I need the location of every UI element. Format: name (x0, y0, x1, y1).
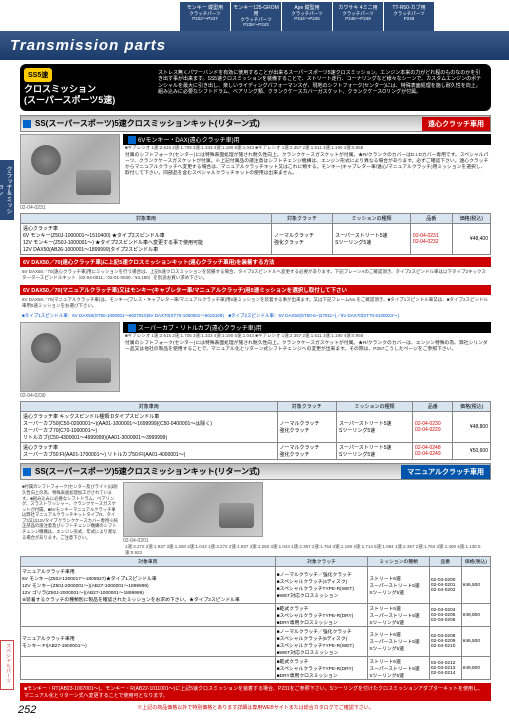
nav-tab[interactable]: TT-R50-カブ用クラッチパーツP249 (384, 2, 434, 31)
hero: SS5速 クロスミッション (スーパースポーツ5速) ストレス無くパワーバンドを… (20, 64, 491, 111)
nav-tab[interactable]: Ape 縦型用クラッチパーツP244〜P245 (282, 2, 332, 31)
hero-badge: SS5速 (24, 68, 52, 82)
page-title: Transmission parts (0, 31, 509, 60)
section2-header: SS(スーパースポーツ)5速クロスミッションキット(リターン式) マニュアルクラ… (20, 463, 491, 480)
nav-tab[interactable]: モンキー125-GROM用クラッチパーツP238〜P243 (231, 2, 281, 31)
kit2-desc: 付属のシフトフォーク(センター)には特殊表面処理が施され耐久性向上。クランクケー… (123, 339, 491, 355)
spindle-info: ■タイプ1スピンドル車：6V DAX50(ST50-1000001〜602791… (22, 313, 399, 318)
kit2-image (20, 322, 120, 392)
kit3-desc: ■付属のシフトフォーク(センター及びライト)は耐久性向上の為、特殊表面処理加工が… (20, 482, 120, 542)
table2: 対象車両対象クラッチミッションの種類品番価格(税込)遠心クラッチ車 キックスピン… (20, 401, 491, 460)
kit1-desc: 付属のシフトフォーク(センター)には特殊表面処理が施され耐久性向上。クランクケー… (123, 151, 491, 180)
top-tabs: モンキー 縦型用クラッチパーツP222〜P237モンキー125-GROM用クラッ… (0, 0, 509, 31)
kit1-image (20, 134, 120, 204)
redbar2: 6V DAX50／70(マニュアルクラッチ車)又はモンキー(キャブレター車/マニ… (20, 285, 491, 295)
content: SS5速 クロスミッション (スーパースポーツ5速) ストレス無くパワーバンドを… (0, 60, 509, 715)
hero-title2: (スーパースポーツ5速) (24, 95, 154, 107)
nav-tab[interactable]: モンキー 縦型用クラッチパーツP222〜P237 (180, 2, 230, 31)
kit3-image (123, 482, 263, 537)
table3: 対象車両対象クラッチミッションの種類品番価格(税込)マニュアルクラッチ車用 6V… (20, 556, 491, 680)
page-number: 252 (18, 704, 36, 716)
side-tab-brand: スペシャルパーツ (0, 640, 14, 690)
note1: 6V DAX50／70(遠心クラッチ車)用にミッションを行う場合は、上記5速クロ… (20, 267, 491, 283)
hero-title1: クロスミッション (24, 84, 154, 96)
table1: 対象車両対象クラッチミッションの種類品番価格(税込)遠心クラッチ車 6V モンキ… (20, 213, 491, 255)
section1-header: SS(スーパースポーツ)5速クロスミッションキット(リターン式) 遠心クラッチ車… (20, 115, 491, 132)
nav-tab[interactable]: カワサキ 4ミニ用クラッチパーツP246〜P249 (333, 2, 383, 31)
side-tab: クラッチ＆ミッション (0, 160, 14, 220)
note2: 6V DAX50／70(マニュアルクラッチ車)は、モンキー(プレス・キャブレター… (20, 295, 491, 311)
kit1-code: 02-04-0231 (20, 205, 120, 211)
kit2-code: 02-04-0230 (20, 393, 120, 399)
hero-text: ストレス無くパワーバンドを有効に使用することが出来るスーパースポーツ5速クロスミ… (154, 68, 487, 107)
redbar1: 6V DAX50／70(遠心クラッチ車)に上記5速クロスミッションキット(遠心ク… (20, 257, 491, 267)
page-note: ※上記の商品価格以外で特別価格とあります詳細は専用WEBサイトまたは総合カタログ… (20, 704, 491, 711)
kit1-hdr: 6Vモンキー・DAX(遠心クラッチ車)用 (138, 135, 240, 144)
footer-note: ■モンキー・RT(AB23-1007001〜)、モンキー・R(AB22-1011… (20, 683, 491, 701)
kit3-specs: 1速:3.272 2速:1.937 3速:1.250 4速:1.043 1速:3… (123, 544, 491, 555)
kit2-hdr: スーパーカブ・リトルカブ(遠心クラッチ車)用 (138, 323, 262, 332)
